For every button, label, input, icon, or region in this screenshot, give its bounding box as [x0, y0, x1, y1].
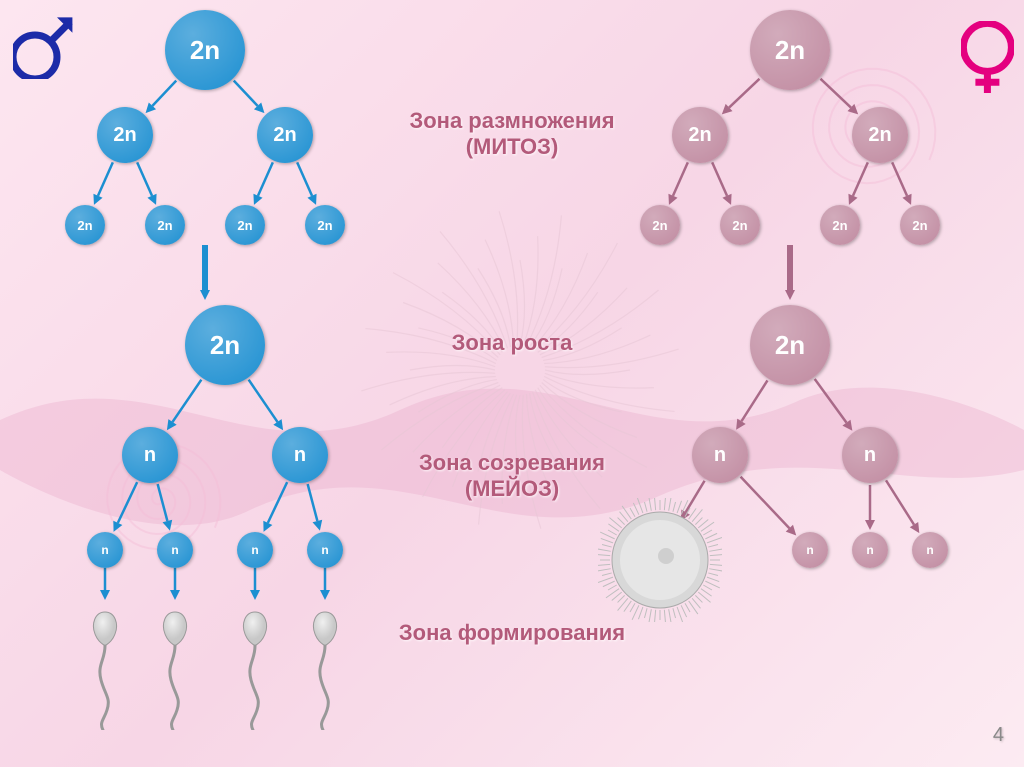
egg-cell	[598, 498, 722, 627]
male-symbol-icon	[13, 13, 79, 84]
node-label: 2n	[832, 218, 847, 233]
female-node-A: 2n	[750, 10, 830, 90]
male-node-C1: 2n	[65, 205, 105, 245]
male-node-F1: n	[87, 532, 123, 568]
node-label: 2n	[237, 218, 252, 233]
male-node-F3: n	[237, 532, 273, 568]
zone-label: Зона созревания(МЕЙОЗ)	[0, 450, 1024, 502]
slide-number: 4	[993, 724, 1004, 747]
node-label: n	[866, 543, 873, 557]
male-node-C2: 2n	[145, 205, 185, 245]
zone-text-main: Зона размножения	[409, 108, 614, 133]
diagram-stage: 2n2n2n2n2n2n2n2nnnnnnn2n2n2n2n2n2n2n2nnn…	[0, 0, 1024, 767]
male-node-F4: n	[307, 532, 343, 568]
female-node-C4: 2n	[900, 205, 940, 245]
female-node-F4: n	[912, 532, 948, 568]
zone-label: Зона роста	[0, 330, 1024, 356]
node-label: n	[101, 543, 108, 557]
female-symbol-icon	[961, 21, 1014, 103]
male-node-A: 2n	[165, 10, 245, 90]
node-label: 2n	[77, 218, 92, 233]
node-label: n	[251, 543, 258, 557]
zone-text-main: Зона формирования	[399, 620, 625, 645]
zone-text-sub: (МИТОЗ)	[0, 134, 1024, 160]
node-label: n	[171, 543, 178, 557]
node-label: n	[926, 543, 933, 557]
node-label: n	[321, 543, 328, 557]
node-label: 2n	[775, 35, 805, 66]
zone-label: Зона формирования	[0, 620, 1024, 646]
zone-text-sub: (МЕЙОЗ)	[0, 476, 1024, 502]
node-label: 2n	[190, 35, 220, 66]
male-node-F2: n	[157, 532, 193, 568]
node-label: 2n	[157, 218, 172, 233]
female-node-C1: 2n	[640, 205, 680, 245]
node-label: n	[806, 543, 813, 557]
node-label: 2n	[317, 218, 332, 233]
zone-label: Зона размножения(МИТОЗ)	[0, 108, 1024, 160]
node-label: 2n	[912, 218, 927, 233]
female-node-F3: n	[852, 532, 888, 568]
node-label: 2n	[652, 218, 667, 233]
male-node-C3: 2n	[225, 205, 265, 245]
female-node-C3: 2n	[820, 205, 860, 245]
female-node-C2: 2n	[720, 205, 760, 245]
male-node-C4: 2n	[305, 205, 345, 245]
zone-text-main: Зона созревания	[419, 450, 605, 475]
female-node-F2: n	[792, 532, 828, 568]
zone-text-main: Зона роста	[452, 330, 573, 355]
node-label: 2n	[732, 218, 747, 233]
